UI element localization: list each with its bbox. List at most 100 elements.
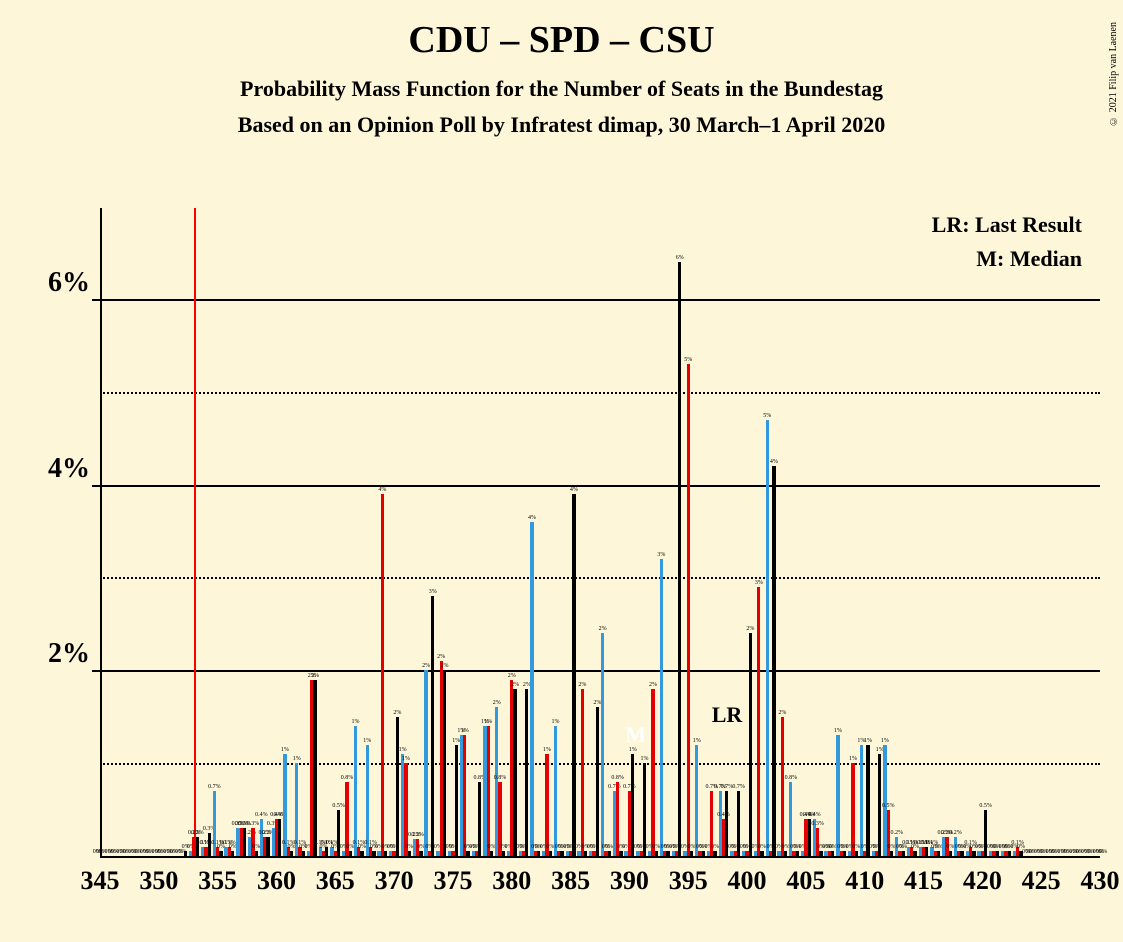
bar-value-label: 1%: [484, 719, 492, 725]
chart-plot: LR: Last Result M: Median 2%4%6%0%0%0%0%…: [100, 208, 1100, 858]
bar-value-label: 6%: [676, 255, 684, 261]
bar: [354, 726, 357, 856]
legend-m: M: Median: [932, 246, 1082, 272]
x-axis-label: 385: [551, 866, 590, 896]
bar: [478, 782, 481, 856]
chart-legend: LR: Last Result M: Median: [932, 212, 1082, 272]
bar-value-label: 2%: [599, 626, 607, 632]
bar: [766, 420, 769, 856]
bar-value-label: 2%: [746, 626, 754, 632]
bar: [596, 707, 599, 856]
bar-value-label: 1%: [281, 747, 289, 753]
bar-value-label: 2%: [511, 682, 519, 688]
y-tick: [92, 670, 100, 672]
bar-value-label: 0.2%: [890, 830, 903, 836]
bar-value-label: 4%: [570, 487, 578, 493]
x-axis-label: 415: [904, 866, 943, 896]
bar-value-label: 3%: [657, 552, 665, 558]
gridline-minor: [100, 577, 1100, 579]
bar: [381, 494, 384, 856]
bar: [581, 689, 584, 856]
bar-value-label: 2%: [437, 654, 445, 660]
x-axis-label: 420: [963, 866, 1002, 896]
bar: [749, 633, 752, 856]
bar: [208, 833, 211, 856]
bar: [530, 522, 533, 856]
bar: [455, 745, 458, 856]
bar: [836, 735, 839, 856]
x-axis-label: 350: [139, 866, 178, 896]
bar: [925, 847, 928, 856]
bar: [687, 364, 690, 856]
bar: [808, 819, 811, 856]
bar-value-label: 4%: [528, 515, 536, 521]
bar-value-label: 0.2%: [191, 830, 204, 836]
x-axis: [100, 856, 1100, 858]
x-axis-label: 345: [81, 866, 120, 896]
x-axis-label: 380: [492, 866, 531, 896]
bar-value-label: 3%: [429, 589, 437, 595]
x-axis-label: 410: [845, 866, 884, 896]
bar: [678, 262, 681, 856]
bar: [631, 754, 634, 856]
bar: [443, 670, 446, 856]
bar-value-label: 1%: [293, 756, 301, 762]
chart-subtitle-2: Based on an Opinion Poll by Infratest di…: [0, 112, 1123, 138]
bar-value-label: 0.8%: [341, 775, 354, 781]
bar: [651, 689, 654, 856]
bar: [866, 745, 869, 856]
bar-value-label: 5%: [763, 413, 771, 419]
bar: [424, 670, 427, 856]
bar-value-label: 2%: [440, 663, 448, 669]
bar-value-label: 0.5%: [979, 803, 992, 809]
x-axis-label: 395: [669, 866, 708, 896]
y-tick: [92, 299, 100, 301]
last-result-marker: LR: [712, 702, 743, 728]
bar: [660, 559, 663, 856]
bar: [554, 726, 557, 856]
bar: [601, 633, 604, 856]
bar-value-label: 4%: [378, 487, 386, 493]
gridline-minor: [100, 392, 1100, 394]
bar-value-label: 2%: [493, 700, 501, 706]
chart-title: CDU – SPD – CSU: [0, 18, 1123, 62]
bar: [851, 763, 854, 856]
x-axis-label: 390: [610, 866, 649, 896]
bar-value-label: 0.5%: [332, 803, 345, 809]
bar: [266, 837, 269, 856]
bar-value-label: 1%: [352, 719, 360, 725]
x-axis-label: 370: [375, 866, 414, 896]
bar-value-label: 1%: [402, 756, 410, 762]
bar-value-label: 0.4%: [808, 812, 821, 818]
x-axis-label: 360: [257, 866, 296, 896]
y-axis: [100, 208, 102, 858]
bar-value-label: 0.8%: [494, 775, 507, 781]
bar-value-label: 1%: [543, 747, 551, 753]
x-axis-label: 430: [1081, 866, 1120, 896]
x-axis-label: 365: [316, 866, 355, 896]
bar-value-label: 4%: [770, 459, 778, 465]
y-axis-label: 4%: [10, 453, 90, 485]
bar-value-label: 0.3%: [811, 821, 824, 827]
bar: [463, 735, 466, 856]
bar-value-label: 3%: [755, 580, 763, 586]
gridline-major: [100, 485, 1100, 487]
bar: [695, 745, 698, 856]
x-axis-label: 425: [1022, 866, 1061, 896]
bar: [572, 494, 575, 856]
bar: [396, 717, 399, 856]
bar-value-label: 0.8%: [611, 775, 624, 781]
y-axis-label: 2%: [10, 638, 90, 670]
bar: [757, 587, 760, 856]
bar-value-label: 0.2%: [949, 830, 962, 836]
bar-value-label: 2%: [778, 710, 786, 716]
bar-value-label: 0%: [1099, 849, 1107, 855]
bar-value-label: 2%: [393, 710, 401, 716]
bar-value-label: 1%: [881, 738, 889, 744]
bar-value-label: 2%: [422, 663, 430, 669]
median-marker: M: [625, 722, 646, 748]
bar-value-label: 1%: [399, 747, 407, 753]
x-axis-label: 400: [728, 866, 767, 896]
x-axis-label: 355: [198, 866, 237, 896]
bar-value-label: 1%: [864, 738, 872, 744]
